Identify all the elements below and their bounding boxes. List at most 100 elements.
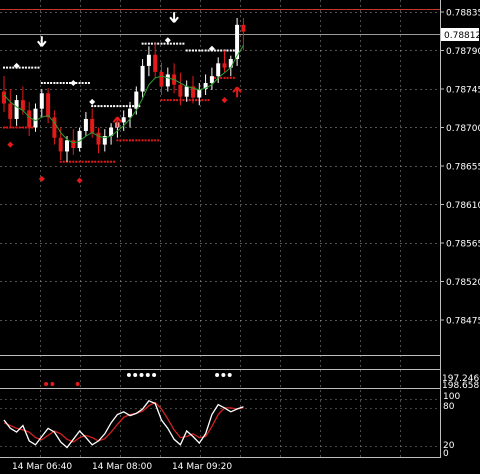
support-dot xyxy=(81,160,84,163)
time-label-3: 14 Mar 09:20 xyxy=(172,462,232,472)
bull-candle xyxy=(14,100,19,119)
bull-candle xyxy=(203,83,208,89)
resistance-dot xyxy=(56,82,59,85)
time-label-2: 14 Mar 08:00 xyxy=(92,462,152,472)
resistance-dot xyxy=(229,49,232,52)
support-dot xyxy=(6,126,8,129)
signal-dot-white xyxy=(221,373,226,377)
bear-candle xyxy=(90,118,95,133)
oscillator-axis: 100 80 20 0 xyxy=(443,392,460,459)
resistance-dot xyxy=(53,82,56,85)
bull-candle xyxy=(228,59,233,68)
resistance-dot xyxy=(169,42,172,45)
support-dot xyxy=(204,99,207,102)
resistance-dot xyxy=(40,82,43,85)
support-dot xyxy=(150,139,153,142)
osc-level-20: 20 xyxy=(443,441,455,451)
osc-level-0: 0 xyxy=(443,449,449,459)
resistance-dot xyxy=(213,49,216,52)
diamond-icon xyxy=(208,45,215,52)
signal-dot-white xyxy=(126,373,131,377)
support-dot xyxy=(69,160,71,163)
support-dot xyxy=(207,99,210,102)
support-dot xyxy=(78,160,81,163)
diamond-icon xyxy=(89,98,96,105)
support-dot xyxy=(160,99,163,102)
moving-average-line xyxy=(3,45,244,144)
bear-candle xyxy=(96,132,101,145)
price-tick-label: 0.78655 xyxy=(446,163,480,173)
resistance-dot xyxy=(182,42,185,45)
resistance-dot xyxy=(100,105,103,108)
resistance-dot xyxy=(163,42,166,45)
support-dot xyxy=(163,99,166,102)
signal-dot-white xyxy=(133,373,138,377)
signal-dot-white xyxy=(215,373,220,377)
bull-candle xyxy=(39,93,44,109)
signal-dot-white xyxy=(152,373,157,377)
resistance-dot xyxy=(106,105,109,108)
resistance-dot xyxy=(37,66,40,69)
support-dot xyxy=(188,99,191,102)
price-axis: 0.78835 0.78790 0.78745 0.78700 0.78655 0.786… xyxy=(440,9,480,327)
resistance-dot xyxy=(217,49,220,52)
support-dot xyxy=(147,139,150,142)
resistance-dot xyxy=(207,49,210,52)
bull-candle xyxy=(165,74,170,87)
resistance-dot xyxy=(66,82,68,85)
resistance-dot xyxy=(195,49,197,52)
resistance-dot xyxy=(6,66,8,69)
price-tick-label: 0.78475 xyxy=(446,317,480,327)
bear-candle xyxy=(241,24,246,32)
signal-dot-red xyxy=(44,382,49,386)
price-pane[interactable] xyxy=(0,9,440,184)
signal-dot-white xyxy=(227,373,232,377)
bear-candle xyxy=(2,91,6,104)
diamond-icon xyxy=(221,97,228,104)
resistance-dot xyxy=(18,66,21,69)
support-dot xyxy=(75,160,78,163)
resistance-dot xyxy=(119,105,122,108)
diamond-icon xyxy=(76,177,83,184)
price-tick-label: 0.78745 xyxy=(446,86,480,96)
sr-levels xyxy=(3,42,235,163)
resistance-dot xyxy=(50,82,53,85)
diamond-icon xyxy=(70,80,77,87)
support-dot xyxy=(213,76,216,79)
diamond-icon xyxy=(164,37,171,44)
resistance-dot xyxy=(144,42,147,45)
support-dot xyxy=(21,126,24,129)
current-price-badge: 0.78812 xyxy=(441,28,480,41)
signal-dot-white xyxy=(139,373,144,377)
bear-candle xyxy=(71,140,76,149)
down-arrow-icon xyxy=(169,12,179,23)
diamond-icon xyxy=(7,141,14,148)
osc-level-80: 80 xyxy=(443,402,455,412)
resistance-dot xyxy=(87,82,90,85)
support-dot xyxy=(24,126,27,129)
resistance-dot xyxy=(179,42,182,45)
resistance-dot xyxy=(94,105,97,108)
resistance-dot xyxy=(204,49,207,52)
support-dot xyxy=(62,160,65,163)
resistance-dot xyxy=(141,42,144,45)
resistance-dot xyxy=(173,42,176,45)
bull-candle xyxy=(146,54,151,66)
support-dot xyxy=(229,76,232,79)
resistance-dot xyxy=(84,82,87,85)
resistance-dot xyxy=(132,105,134,108)
support-dot xyxy=(154,139,157,142)
oscillator-pane[interactable] xyxy=(3,400,244,449)
dots-indicator-pane[interactable] xyxy=(44,373,232,386)
support-dot xyxy=(232,76,235,79)
resistance-dot xyxy=(28,66,31,69)
down-arrow-icon xyxy=(37,36,47,47)
resistance-dot xyxy=(192,49,194,52)
bull-candle xyxy=(83,118,88,131)
resistance-dot xyxy=(110,105,113,108)
bear-candle xyxy=(222,63,227,68)
oscillator-signal-line xyxy=(3,401,244,443)
support-dot xyxy=(116,139,119,142)
support-dot xyxy=(129,139,131,142)
